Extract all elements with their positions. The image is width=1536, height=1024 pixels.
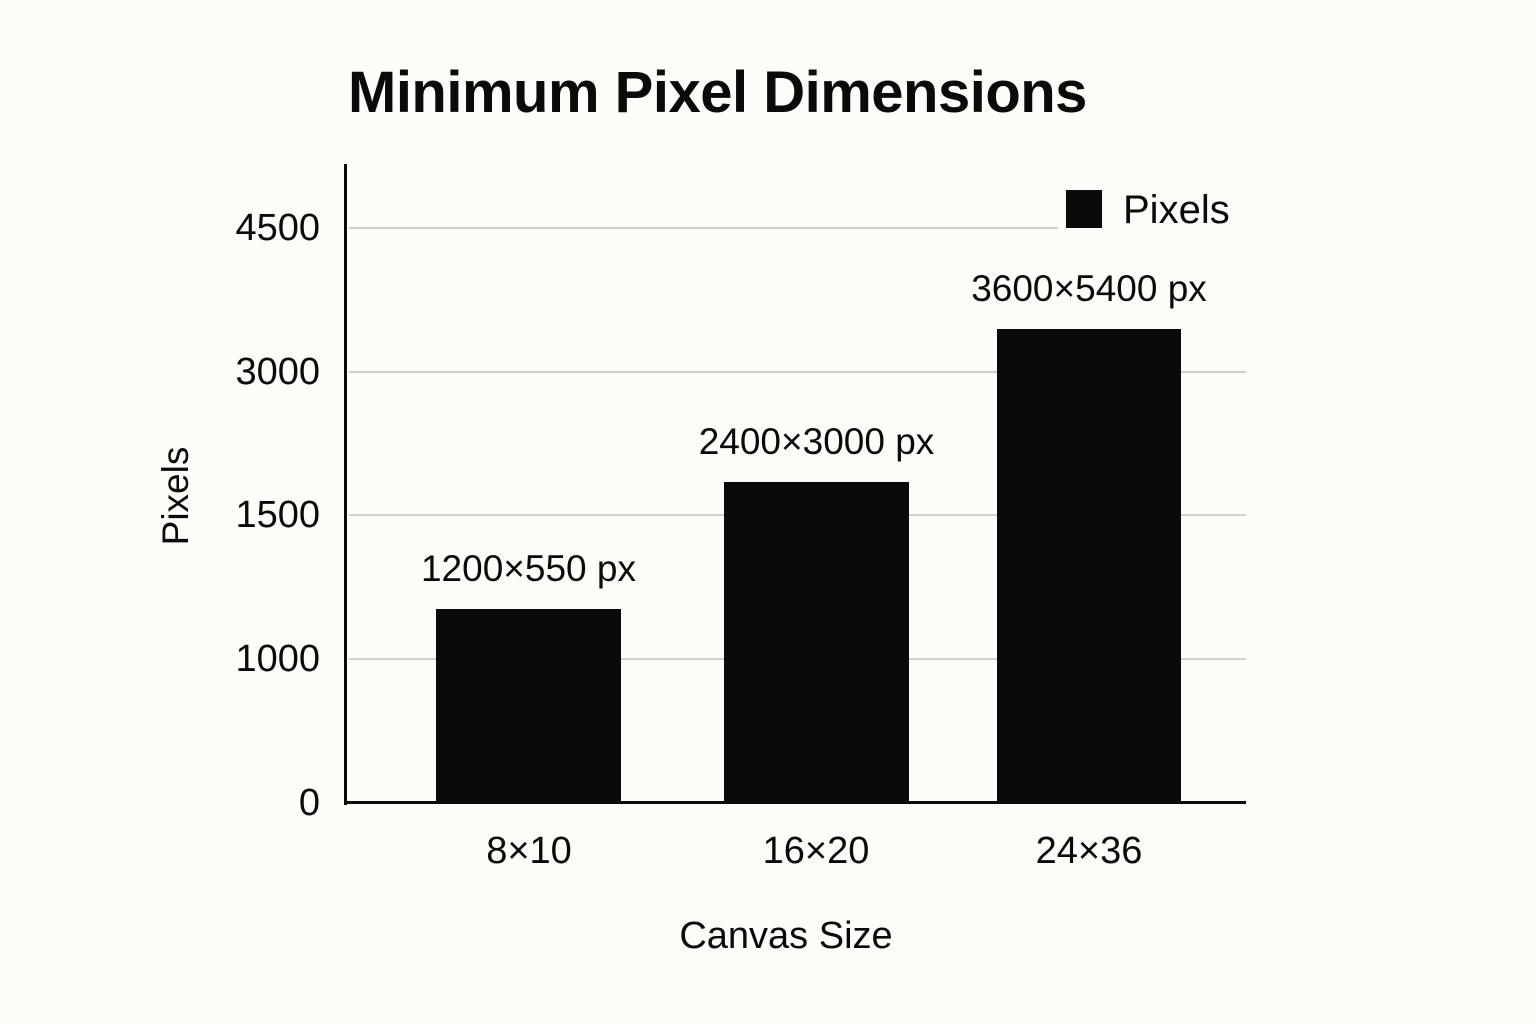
bar-value-label: 1200×550 px: [420, 548, 636, 589]
gridline-4500: [349, 227, 1058, 229]
xtick-label: 16×20: [762, 830, 870, 872]
bar-24x36: [997, 329, 1181, 803]
xtick-label: 24×36: [1035, 830, 1143, 872]
ytick-label: 1500: [235, 494, 320, 536]
bar-value-label: 2400×3000 px: [698, 421, 935, 462]
ytick-label: 0: [298, 782, 320, 824]
chart-title: Minimum Pixel Dimensions: [348, 60, 1087, 125]
x-axis-line: [344, 801, 1246, 804]
x-axis-title: Canvas Size: [679, 915, 893, 957]
bar-16x20: [724, 482, 909, 803]
ytick-label: 4500: [235, 207, 320, 249]
bar-value-label: 3600×5400 px: [971, 268, 1207, 309]
legend-label: Pixels: [1123, 188, 1230, 232]
y-axis-title: Pixels: [155, 446, 196, 546]
xtick-label: 8×10: [486, 830, 572, 872]
ytick-label: 1000: [235, 638, 320, 680]
gridline-3000: [349, 371, 1246, 373]
y-axis-line: [344, 164, 347, 805]
legend-swatch-icon: [1066, 190, 1102, 228]
ytick-label: 3000: [235, 351, 320, 393]
bar-8x10: [436, 609, 621, 803]
